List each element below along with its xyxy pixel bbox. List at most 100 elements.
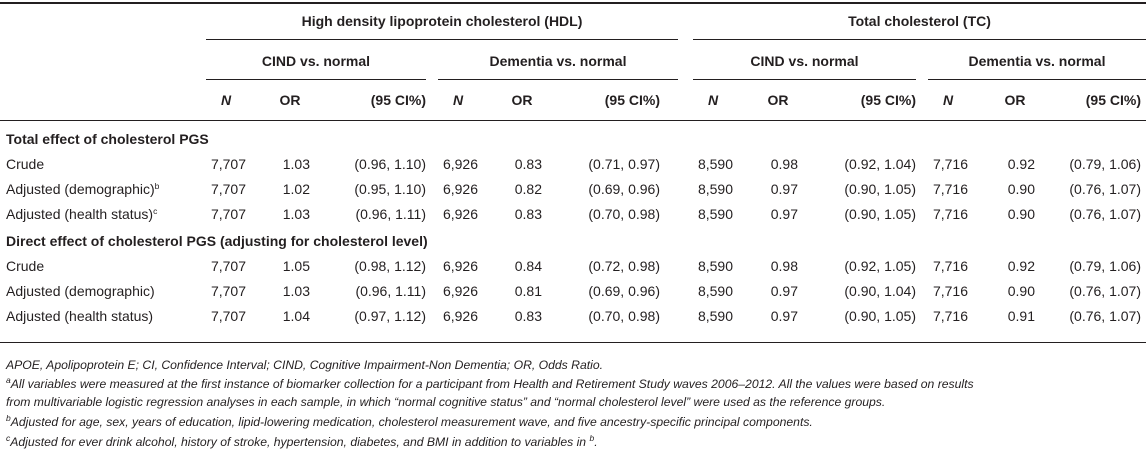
col-header-n: N: [707, 92, 719, 108]
cell-ci: (0.92, 1.05): [844, 258, 916, 274]
comparison-rule-4: [928, 79, 1146, 80]
group-header-tc: Total cholesterol (TC): [848, 13, 991, 29]
cell-n: 7,707: [210, 156, 246, 172]
cell-or: 0.90: [1007, 283, 1035, 299]
col-header-or: OR: [279, 92, 301, 108]
comparison-rule-2: [438, 79, 678, 80]
row-label: Adjusted (demographic)b: [6, 180, 159, 198]
cell-n: 7,716: [932, 156, 968, 172]
col-header-or: OR: [1004, 92, 1026, 108]
cell-or: 0.91: [1007, 308, 1035, 324]
cell-ci: (0.90, 1.05): [844, 206, 916, 222]
cell-ci: (0.96, 1.10): [354, 156, 426, 172]
cell-ci: (0.76, 1.07): [1069, 206, 1141, 222]
footnote-a-continued: from multivariable logistic regression a…: [6, 395, 886, 409]
row-label: Adjusted (health status): [6, 307, 153, 325]
cell-ci: (0.72, 0.98): [588, 258, 660, 274]
cell-n: 8,590: [697, 283, 733, 299]
cell-n: 6,926: [442, 156, 478, 172]
cell-ci: (0.79, 1.06): [1069, 258, 1141, 274]
cell-or: 1.02: [282, 181, 310, 197]
cell-ci: (0.76, 1.07): [1069, 283, 1141, 299]
cell-or: 0.81: [514, 283, 542, 299]
cell-n: 7,707: [210, 206, 246, 222]
col-header-ci: (95 CI%): [604, 92, 660, 108]
cell-or: 0.97: [770, 206, 798, 222]
cell-ci: (0.96, 1.11): [355, 206, 426, 222]
row-label-text: Adjusted (health status): [6, 206, 154, 222]
cell-ci: (0.96, 1.11): [355, 283, 426, 299]
cell-ci: (0.71, 0.97): [588, 156, 660, 172]
cell-or: 0.97: [770, 181, 798, 197]
group-rule-hdl: [206, 39, 678, 40]
cell-ci: (0.90, 1.05): [844, 181, 916, 197]
col-header-n: N: [942, 92, 954, 108]
row-label: Adjusted (health status)c: [6, 205, 157, 223]
col-header-ci: (95 CI%): [370, 92, 426, 108]
row-label: Crude: [6, 257, 44, 275]
cell-ci: (0.69, 0.96): [588, 181, 660, 197]
section-title: Total effect of cholesterol PGS: [6, 131, 209, 147]
cell-n: 6,926: [442, 283, 478, 299]
comparison-header: Dementia vs. normal: [489, 53, 627, 69]
cell-n: 8,590: [697, 206, 733, 222]
footnote-c-mark: c: [6, 433, 11, 443]
footnote-a-line1: All variables were measured at the first…: [10, 377, 974, 391]
cell-n: 6,926: [442, 206, 478, 222]
cell-n: 7,707: [210, 258, 246, 274]
footnote-b-mark: b: [6, 413, 11, 423]
cell-or: 0.98: [770, 156, 798, 172]
cell-or: 1.05: [282, 258, 310, 274]
cell-n: 7,707: [210, 308, 246, 324]
cell-or: 1.03: [282, 156, 310, 172]
comparison-header: CIND vs. normal: [750, 53, 859, 69]
cell-or: 0.83: [514, 206, 542, 222]
col-header-or: OR: [767, 92, 789, 108]
table-bottom-rule: [0, 342, 1146, 343]
cell-ci: (0.76, 1.07): [1069, 181, 1141, 197]
row-label-footnote-mark: c: [153, 206, 158, 216]
cell-n: 6,926: [442, 258, 478, 274]
cell-ci: (0.70, 0.98): [588, 308, 660, 324]
cell-or: 0.90: [1007, 181, 1035, 197]
cell-ci: (0.76, 1.07): [1069, 308, 1141, 324]
header-bottom-rule: [0, 120, 1146, 121]
cell-ci: (0.90, 1.04): [844, 283, 916, 299]
cell-or: 0.98: [770, 258, 798, 274]
row-label-text: Adjusted (demographic): [6, 283, 155, 299]
cell-or: 0.83: [514, 156, 542, 172]
section-title: Direct effect of cholesterol PGS (adjust…: [6, 233, 428, 249]
cell-n: 7,716: [932, 181, 968, 197]
comparison-header: Dementia vs. normal: [968, 53, 1106, 69]
row-label: Adjusted (demographic): [6, 282, 155, 300]
cell-or: 1.03: [282, 206, 310, 222]
cell-n: 6,926: [442, 181, 478, 197]
cell-or: 1.04: [282, 308, 310, 324]
cell-ci: (0.90, 1.05): [844, 308, 916, 324]
row-label-footnote-mark: b: [154, 181, 160, 191]
cell-or: 1.03: [282, 283, 310, 299]
col-header-ci: (95 CI%): [1085, 92, 1141, 108]
comparison-rule-1: [206, 79, 426, 80]
cell-ci: (0.97, 1.12): [354, 308, 426, 324]
col-header-or: OR: [511, 92, 533, 108]
cell-or: 0.97: [770, 283, 798, 299]
footnote-c: cAdjusted for ever drink alcohol, histor…: [6, 434, 598, 450]
cell-n: 7,716: [932, 206, 968, 222]
comparison-rule-3: [693, 79, 916, 80]
cell-n: 6,926: [442, 308, 478, 324]
cell-or: 0.83: [514, 308, 542, 324]
footnote-abbreviations: APOE, Apolipoprotein E; CI, Confidence I…: [6, 358, 603, 372]
col-header-ci: (95 CI%): [860, 92, 916, 108]
cell-n: 7,716: [932, 308, 968, 324]
row-label-text: Crude: [6, 258, 45, 274]
cell-ci: (0.95, 1.10): [354, 181, 426, 197]
cell-n: 7,707: [210, 283, 246, 299]
cell-n: 8,590: [697, 258, 733, 274]
group-header-hdl: High density lipoprotein cholesterol (HD…: [301, 13, 583, 29]
cell-or: 0.84: [514, 258, 542, 274]
col-header-n: N: [452, 92, 464, 108]
row-label-text: Adjusted (demographic): [6, 181, 155, 197]
cell-or: 0.92: [1007, 156, 1035, 172]
